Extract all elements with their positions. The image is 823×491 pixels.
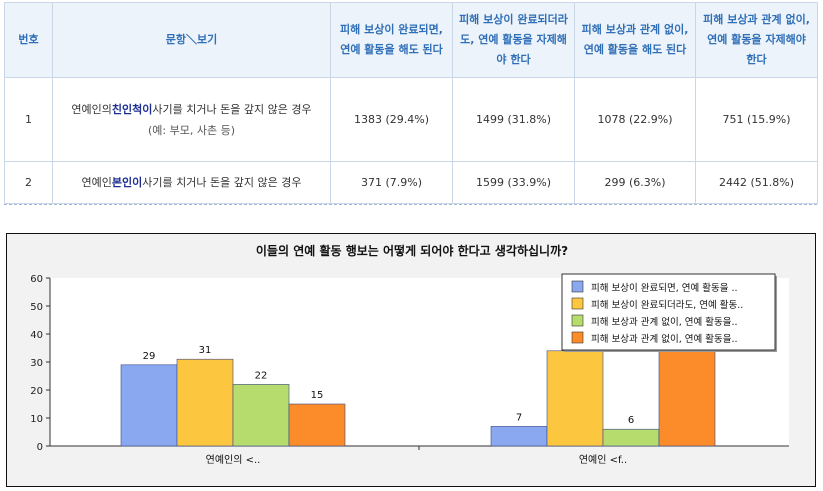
table-row: 1 연예인의친인척이사기를 치거나 돈을 갚지 않은 경우 (예: 부모, 사촌… <box>4 77 818 162</box>
y-tick-label: 50 <box>30 302 43 313</box>
value-option-1: 371 (7.9%) <box>330 161 453 204</box>
question-suffix: 사기를 치거나 돈을 갚지 않은 경우 <box>142 176 302 189</box>
y-tick-label: 40 <box>30 330 43 341</box>
section-divider <box>4 204 817 205</box>
legend-label: 피해 보상이 완료되더라도, 연예 활동.. <box>591 299 743 311</box>
bar-value-label: 22 <box>255 370 268 381</box>
value-option-4: 751 (15.9%) <box>695 77 818 162</box>
value-option-2: 1599 (33.9%) <box>452 161 575 204</box>
y-tick-label: 60 <box>30 274 43 285</box>
legend-box <box>561 273 776 351</box>
header-option-4: 피해 보상과 관계 없이, 연예 활동을 자제해야 한다 <box>695 2 818 78</box>
bar-value-label: 7 <box>516 412 522 423</box>
bar <box>490 426 548 447</box>
legend-swatch <box>571 280 584 293</box>
bar-value-label: 29 <box>143 351 156 362</box>
row-number: 2 <box>4 161 53 204</box>
header-option-3: 피해 보상과 관계 없이, 연예 활동을 해도 된다 <box>574 2 696 78</box>
question-highlight: 본인이 <box>111 176 143 189</box>
legend-swatch <box>571 314 584 327</box>
y-tick-label: 20 <box>30 386 43 397</box>
header-option-1: 피해 보상이 완료되면, 연예 활동을 해도 된다 <box>330 2 453 78</box>
row-number: 1 <box>4 77 53 162</box>
legend-swatch <box>571 331 584 344</box>
bar <box>120 364 178 447</box>
value-option-2: 1499 (31.8%) <box>452 77 575 162</box>
bar-value-label: 6 <box>628 415 634 426</box>
value-option-1: 1383 (29.4%) <box>330 77 453 162</box>
y-tick-label: 0 <box>37 442 43 453</box>
question-suffix: 사기를 치거나 돈을 갚지 않은 경우 <box>152 102 312 116</box>
header-number: 번호 <box>4 2 53 78</box>
bar-value-label: 15 <box>311 390 324 401</box>
survey-results-table: 번호 문항＼보기 피해 보상이 완료되면, 연예 활동을 해도 된다 피해 보상… <box>4 2 818 204</box>
value-option-3: 299 (6.3%) <box>574 161 696 204</box>
legend-swatch <box>571 297 584 310</box>
bar-chart: 이들의 연예 활동 행보는 어떻게 되어야 한다고 생각하십니까? 0 10 20 30… <box>30 243 789 466</box>
y-tick-label: 30 <box>30 358 43 369</box>
question-prefix: 연예인 <box>81 176 112 189</box>
header-option-2: 피해 보상이 완료되더라도, 연예 활동을 자제해야 한다 <box>452 2 575 78</box>
question-highlight: 친인척이 <box>111 102 153 116</box>
question-cell: 연예인의친인척이사기를 치거나 돈을 갚지 않은 경우 (예: 부모, 사촌 등… <box>52 77 331 162</box>
bar <box>176 358 234 447</box>
x-tick-label: 연예인 <f.. <box>579 454 627 466</box>
x-tick-label: 연예인의 <.. <box>206 454 261 466</box>
bar <box>546 350 604 447</box>
bar <box>602 428 660 447</box>
value-option-4: 2442 (51.8%) <box>695 161 818 204</box>
chart-title: 이들의 연예 활동 행보는 어떻게 되어야 한다고 생각하십니까? <box>256 243 568 258</box>
question-example: (예: 부모, 사촌 등) <box>148 123 235 137</box>
chart-panel: 이들의 연예 활동 행보는 어떻게 되어야 한다고 생각하십니까? 0 10 20 30… <box>6 233 816 487</box>
table-header-row: 번호 문항＼보기 피해 보상이 완료되면, 연예 활동을 해도 된다 피해 보상… <box>4 2 818 78</box>
y-tick-label: 10 <box>30 414 43 425</box>
question-prefix: 연예인의 <box>71 102 112 116</box>
legend-label: 피해 보상과 관계 없이, 연예 활동을.. <box>591 316 738 328</box>
table-row: 2 연예인본인이사기를 치거나 돈을 갚지 않은 경우 371 (7.9%) 1… <box>4 161 818 204</box>
header-question: 문항＼보기 <box>52 2 331 78</box>
bar-value-label: 31 <box>199 345 212 356</box>
question-cell: 연예인본인이사기를 치거나 돈을 갚지 않은 경우 <box>52 161 331 204</box>
value-option-3: 1078 (22.9%) <box>574 77 696 162</box>
legend-label: 피해 보상이 완료되면, 연예 활동을 .. <box>591 282 738 294</box>
legend-label: 피해 보상과 관계 없이, 연예 활동을.. <box>591 333 738 345</box>
bar <box>232 384 290 447</box>
bar <box>288 403 346 447</box>
